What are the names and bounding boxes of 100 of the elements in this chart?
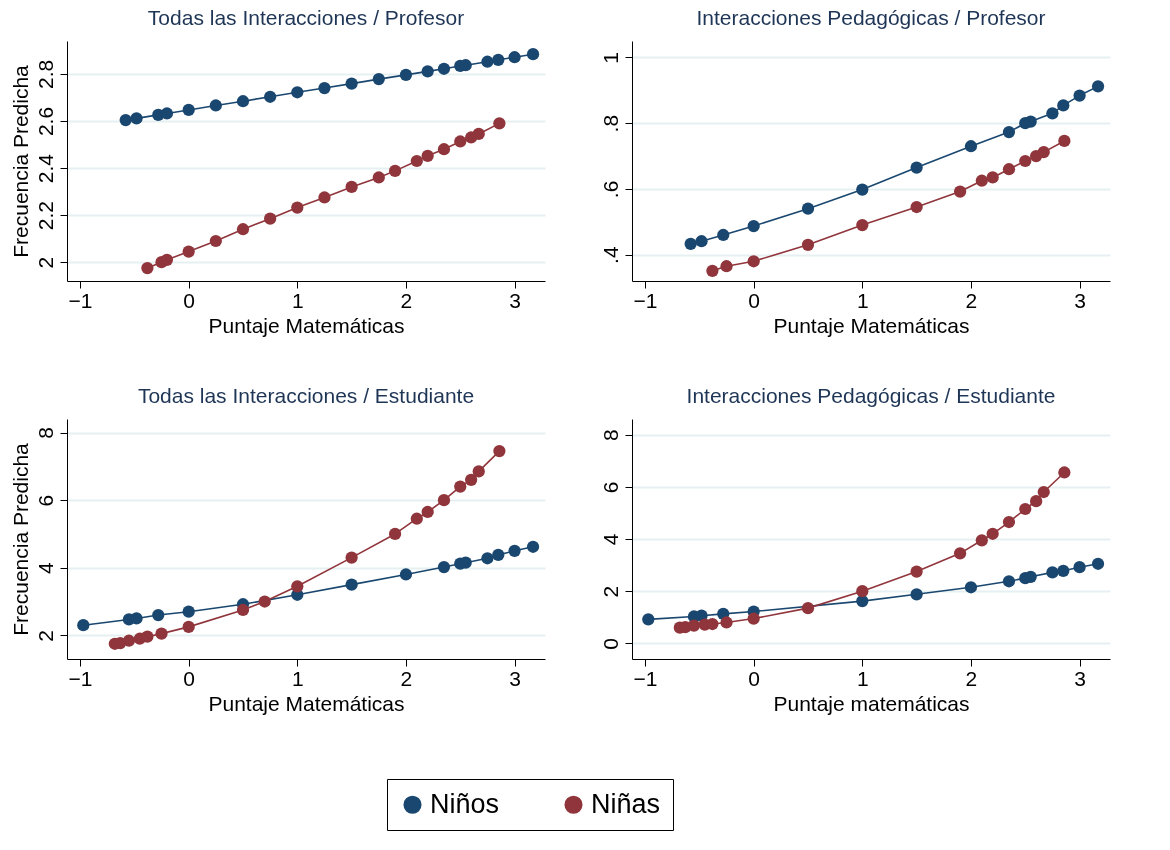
point — [465, 473, 478, 486]
x-tick-label: 0 — [748, 666, 761, 690]
point — [421, 505, 434, 519]
point — [160, 253, 174, 266]
point — [258, 595, 271, 608]
point — [1019, 154, 1032, 168]
point — [182, 245, 195, 258]
point — [801, 238, 815, 251]
point — [119, 113, 132, 127]
point — [1073, 89, 1086, 102]
point — [437, 143, 451, 156]
point — [77, 619, 90, 632]
point — [642, 613, 655, 626]
point — [1058, 466, 1071, 479]
point — [910, 200, 923, 214]
point — [801, 202, 815, 215]
point — [388, 164, 402, 177]
legend-label: Niños — [430, 788, 500, 819]
x-tick-label: 1 — [291, 666, 304, 690]
point — [318, 81, 331, 95]
point — [747, 219, 760, 233]
y-tick-label: 2 — [33, 256, 57, 269]
point — [437, 560, 451, 574]
y-tick-label: 2.2 — [33, 201, 57, 231]
point — [1057, 564, 1070, 577]
y-tick-label: .4 — [598, 246, 622, 264]
point — [399, 568, 413, 581]
point — [1073, 561, 1086, 574]
point — [910, 565, 923, 578]
point — [1037, 485, 1050, 499]
x-tick-label: 3 — [509, 288, 521, 312]
x-tick-label: 2 — [400, 666, 413, 690]
point — [720, 260, 733, 273]
point — [141, 261, 154, 275]
x-axis-title: Puntaje Matemáticas — [773, 313, 970, 337]
point — [141, 630, 154, 643]
legend-label: Niñas — [591, 788, 661, 819]
point — [372, 171, 385, 184]
point — [975, 534, 988, 547]
y-tick-label: .6 — [598, 180, 622, 199]
point — [1046, 107, 1059, 120]
point — [856, 585, 869, 598]
point — [152, 608, 165, 622]
point — [493, 445, 506, 458]
x-axis-title: Puntaje Matemáticas — [208, 691, 405, 715]
point — [345, 551, 358, 564]
point — [695, 235, 708, 248]
point — [706, 264, 719, 277]
x-tick-label: 3 — [1074, 666, 1086, 690]
point — [155, 627, 168, 640]
point — [421, 149, 434, 162]
x-tick-label: 2 — [965, 666, 978, 690]
point — [345, 578, 358, 591]
point — [130, 112, 143, 125]
point — [1002, 575, 1016, 588]
point — [454, 480, 467, 493]
point — [481, 552, 494, 565]
x-tick-label: 0 — [183, 666, 196, 690]
x-tick-label: 2 — [400, 288, 413, 312]
point — [236, 603, 250, 617]
point — [291, 201, 304, 214]
x-tick-label: −1 — [633, 666, 658, 690]
point — [493, 117, 506, 130]
point — [1002, 515, 1016, 529]
point — [264, 212, 277, 225]
point — [291, 86, 304, 99]
point — [236, 95, 250, 108]
y-tick-label: 0 — [598, 638, 622, 650]
point — [953, 185, 967, 198]
point — [291, 580, 304, 593]
point — [122, 634, 136, 647]
x-tick-label: 1 — [856, 666, 869, 690]
point — [410, 154, 423, 168]
point — [182, 103, 195, 117]
x-tick-label: 2 — [965, 288, 978, 312]
x-tick-label: −1 — [633, 288, 658, 312]
point — [1030, 495, 1043, 508]
point — [421, 65, 434, 78]
y-tick-label: 8 — [33, 427, 57, 439]
point — [1058, 134, 1071, 148]
y-tick-label: 4 — [33, 562, 57, 575]
point — [437, 494, 451, 507]
point — [437, 62, 451, 75]
point — [399, 68, 413, 81]
point — [747, 255, 760, 268]
point — [1002, 125, 1016, 139]
x-tick-label: 1 — [291, 288, 304, 312]
y-tick-label: .8 — [598, 114, 622, 133]
y-tick-label: 8 — [598, 429, 622, 441]
point — [345, 77, 358, 90]
x-tick-label: 0 — [748, 288, 761, 312]
point — [388, 527, 402, 541]
point — [508, 51, 521, 64]
x-tick-label: −1 — [68, 288, 93, 312]
point — [986, 171, 999, 184]
y-tick-label: 2 — [33, 629, 57, 642]
y-tick-label: 2.6 — [33, 106, 57, 137]
point — [182, 605, 195, 618]
point — [209, 99, 222, 112]
point — [1002, 163, 1016, 176]
